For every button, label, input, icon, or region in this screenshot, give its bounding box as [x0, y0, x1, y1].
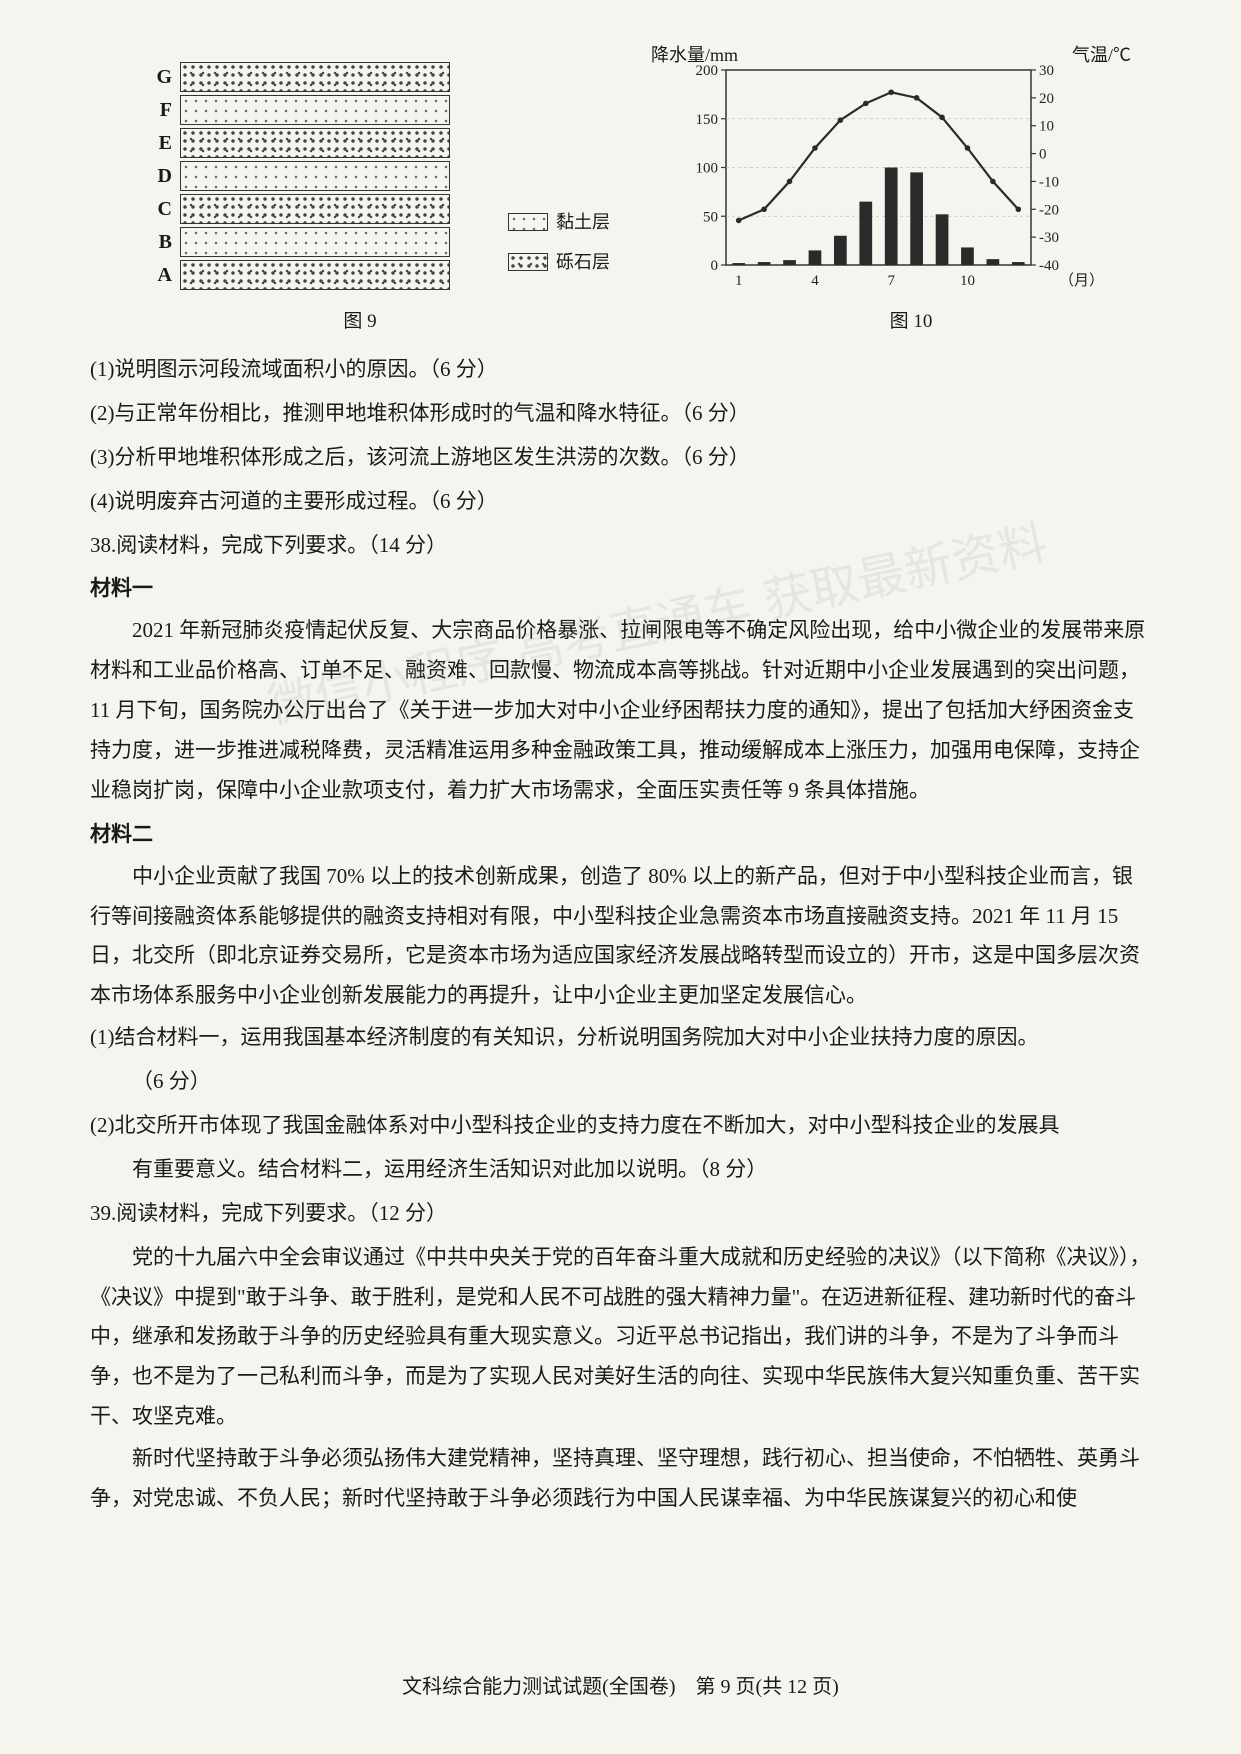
page-footer: 文科综合能力测试试题(全国卷) 第 9 页(共 12 页) [0, 1668, 1241, 1706]
question-39-paragraph-1: 党的十九届六中全会审议通过《中共中央关于党的百年奋斗重大成就和历史经验的决议》（… [90, 1238, 1151, 1437]
legend-swatch-clay [508, 213, 548, 231]
material-2-heading: 材料二 [90, 815, 1151, 855]
svg-text:100: 100 [696, 161, 719, 177]
figure-10-container: 降水量/mm 气温/℃ 050100150200-40-30-20-100102… [671, 60, 1151, 340]
svg-text:10: 10 [1039, 119, 1054, 135]
stratum-f [180, 95, 450, 125]
svg-text:150: 150 [696, 112, 719, 128]
stratum-d [180, 161, 450, 191]
svg-text:-40: -40 [1039, 258, 1059, 274]
strata-diagram: G F E D C B A [150, 60, 450, 290]
svg-text:0: 0 [1039, 147, 1047, 163]
question-38-1: (1)结合材料一，运用我国基本经济制度的有关知识，分析说明国务院加大对中小企业扶… [90, 1018, 1151, 1058]
legend-label-clay: 黏土层 [556, 205, 610, 239]
legend-label-gravel: 砾石层 [556, 245, 610, 279]
question-4: (4)说明废弃古河道的主要形成过程。（6 分） [90, 482, 1151, 522]
legend-swatch-gravel [508, 253, 548, 271]
svg-text:1: 1 [735, 273, 743, 289]
svg-text:-30: -30 [1039, 230, 1059, 246]
figure-9-caption: 图 9 [90, 304, 630, 340]
question-3: (3)分析甲地堆积体形成之后，该河流上游地区发生洪涝的次数。（6 分） [90, 438, 1151, 478]
svg-text:30: 30 [1039, 63, 1054, 79]
svg-text:7: 7 [887, 273, 895, 289]
question-38: 38.阅读材料，完成下列要求。（14 分） [90, 526, 1151, 566]
svg-text:0: 0 [711, 258, 719, 274]
stratum-e [180, 128, 450, 158]
question-2: (2)与正常年份相比，推测甲地堆积体形成时的气温和降水特征。（6 分） [90, 394, 1151, 434]
stratum-b [180, 227, 450, 257]
question-1: (1)说明图示河段流域面积小的原因。（6 分） [90, 350, 1151, 390]
material-2-paragraph: 中小企业贡献了我国 70% 以上的技术创新成果，创造了 80% 以上的新产品，但… [90, 857, 1151, 1017]
figures-row: G F E D C B A 黏土层 砾石层 图 9 降水量/mm 气温/℃ 05… [90, 60, 1151, 340]
figure-9-legend: 黏土层 砾石层 [508, 205, 610, 285]
figure-9-container: G F E D C B A 黏土层 砾石层 图 9 [90, 60, 630, 340]
svg-text:50: 50 [703, 209, 718, 225]
svg-text:10: 10 [960, 273, 975, 289]
stratum-a [180, 260, 450, 290]
svg-text:200: 200 [696, 63, 719, 79]
question-39: 39.阅读材料，完成下列要求。（12 分） [90, 1194, 1151, 1234]
svg-text:-10: -10 [1039, 174, 1059, 190]
material-1-heading: 材料一 [90, 569, 1151, 609]
stratum-c [180, 194, 450, 224]
svg-text:-20: -20 [1039, 202, 1059, 218]
svg-text:20: 20 [1039, 91, 1054, 107]
climate-chart: 0 50 100 150 200 -40 -30 -20 -10 0 10 20 30 1 4 7 10 （月） [671, 60, 1101, 310]
question-38-2b: 有重要意义。结合材料二，运用经济生活知识对此加以说明。（8 分） [90, 1150, 1151, 1190]
svg-text:4: 4 [811, 273, 819, 289]
figure-10-caption: 图 10 [671, 304, 1151, 340]
question-38-2a: (2)北交所开市体现了我国金融体系对中小型科技企业的支持力度在不断加大，对中小型… [90, 1106, 1151, 1146]
question-38-1-points: （6 分） [90, 1062, 1151, 1102]
stratum-g [180, 62, 450, 92]
material-1-paragraph: 2021 年新冠肺炎疫情起伏反复、大宗商品价格暴涨、拉闸限电等不确定风险出现，给… [90, 611, 1151, 810]
stratum-label-a: A [150, 256, 180, 294]
question-39-paragraph-2: 新时代坚持敢于斗争必须弘扬伟大建党精神，坚持真理、坚守理想，践行初心、担当使命，… [90, 1439, 1151, 1519]
svg-text:（月）: （月） [1059, 272, 1101, 289]
